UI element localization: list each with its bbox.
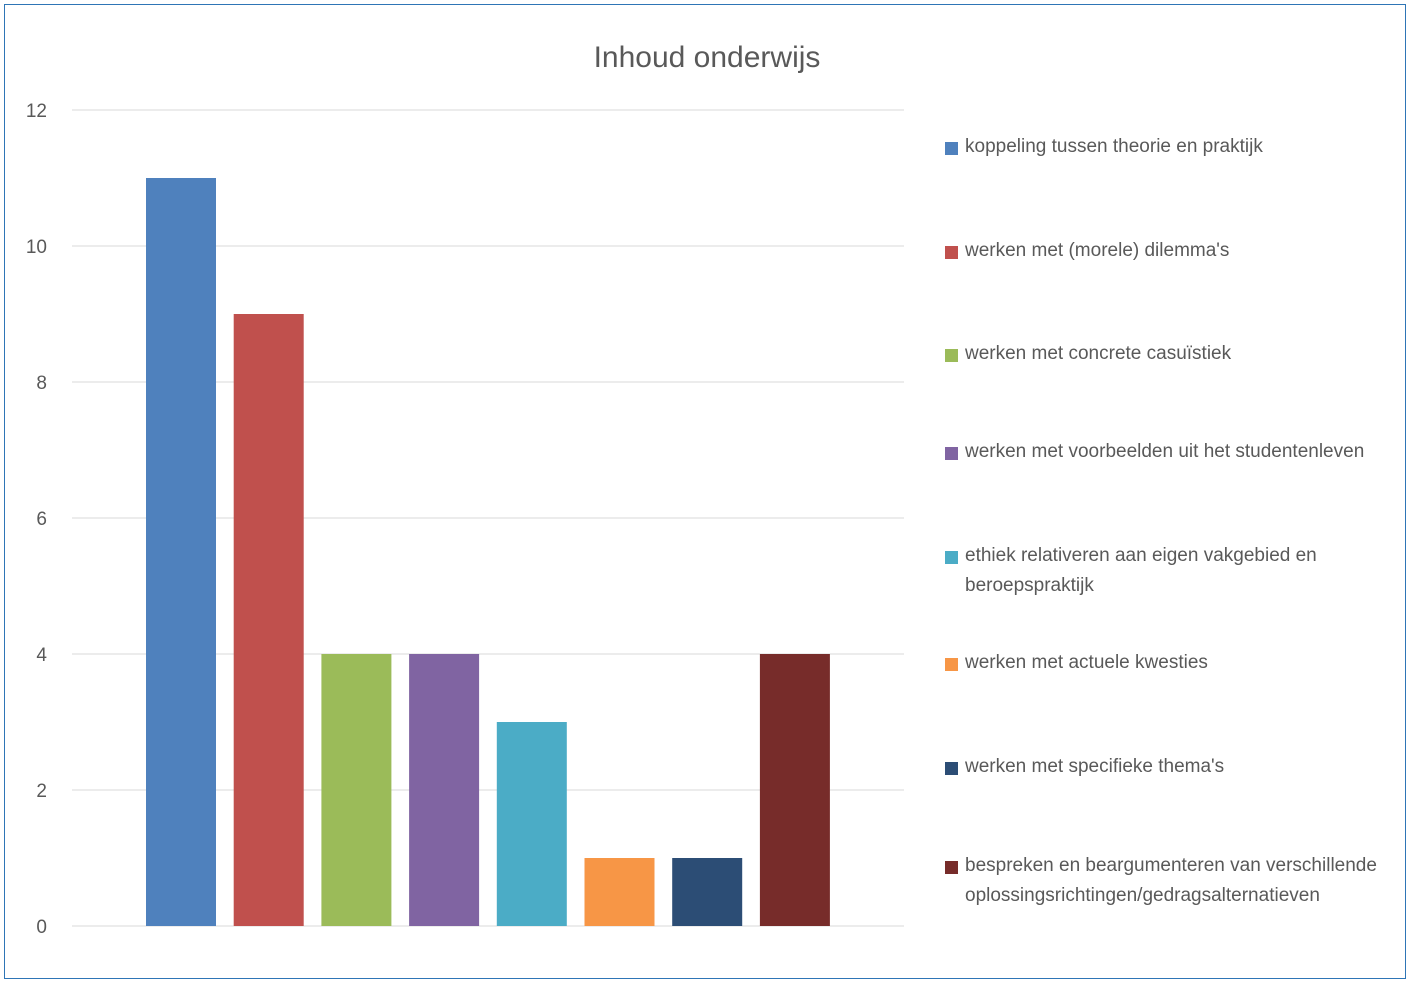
legend-item: werken met specifieke thema's — [945, 756, 1385, 782]
bar-3 — [321, 654, 392, 926]
bar-2 — [233, 314, 304, 926]
legend-label: koppeling tussen theorie en praktijk — [965, 136, 1263, 157]
bar-7 — [672, 858, 743, 926]
y-tick-label: 6 — [36, 509, 47, 530]
legend-item: werken met (morele) dilemma's — [945, 240, 1385, 266]
legend-swatch — [945, 142, 958, 155]
legend-label: werken met concrete casuïstiek — [965, 343, 1232, 364]
legend-label: werken met specifieke thema's — [965, 756, 1225, 777]
bar-8 — [759, 654, 830, 926]
legend-item: werken met actuele kwesties — [945, 652, 1385, 678]
bars — [146, 178, 830, 926]
legend-swatch — [945, 447, 958, 460]
legend-swatch — [945, 349, 958, 362]
bar-4 — [409, 654, 480, 926]
bar-1 — [146, 178, 216, 926]
y-tick-label: 2 — [36, 781, 47, 802]
legend-swatch — [945, 762, 958, 775]
y-axis-tick-labels: 0 2 4 6 8 10 12 — [26, 101, 48, 938]
legend-label: werken met actuele kwesties — [965, 652, 1208, 673]
legend-item: werken met concrete casuïstiek — [945, 343, 1385, 369]
legend-item: koppeling tussen theorie en praktijk — [945, 136, 1385, 162]
legend-swatch — [945, 551, 958, 564]
y-tick-label: 4 — [36, 645, 47, 666]
legend-swatch — [945, 658, 958, 671]
legend-label: werken met (morele) dilemma's — [965, 240, 1230, 261]
legend-label: ethiek relativeren aan eigen vakgebied e… — [965, 545, 1317, 596]
y-tick-label: 12 — [26, 101, 47, 122]
bar-5 — [496, 722, 567, 926]
legend-label: bespreken en beargumenteren van verschil… — [965, 855, 1377, 906]
bar-6 — [584, 858, 655, 926]
legend-item: werken met voorbeelden uit het studenten… — [945, 441, 1385, 467]
chart-title: Inhoud onderwijs — [594, 41, 821, 74]
legend-swatch — [945, 861, 958, 874]
y-tick-label: 10 — [26, 237, 47, 258]
y-tick-label: 8 — [36, 373, 47, 394]
y-tick-label: 0 — [36, 917, 47, 938]
legend-label: werken met voorbeelden uit het studenten… — [965, 441, 1365, 462]
legend-item: bespreken en beargumenteren van verschil… — [945, 855, 1385, 911]
legend-swatch — [945, 246, 958, 259]
legend-item: ethiek relativeren aan eigen vakgebied e… — [945, 545, 1385, 601]
